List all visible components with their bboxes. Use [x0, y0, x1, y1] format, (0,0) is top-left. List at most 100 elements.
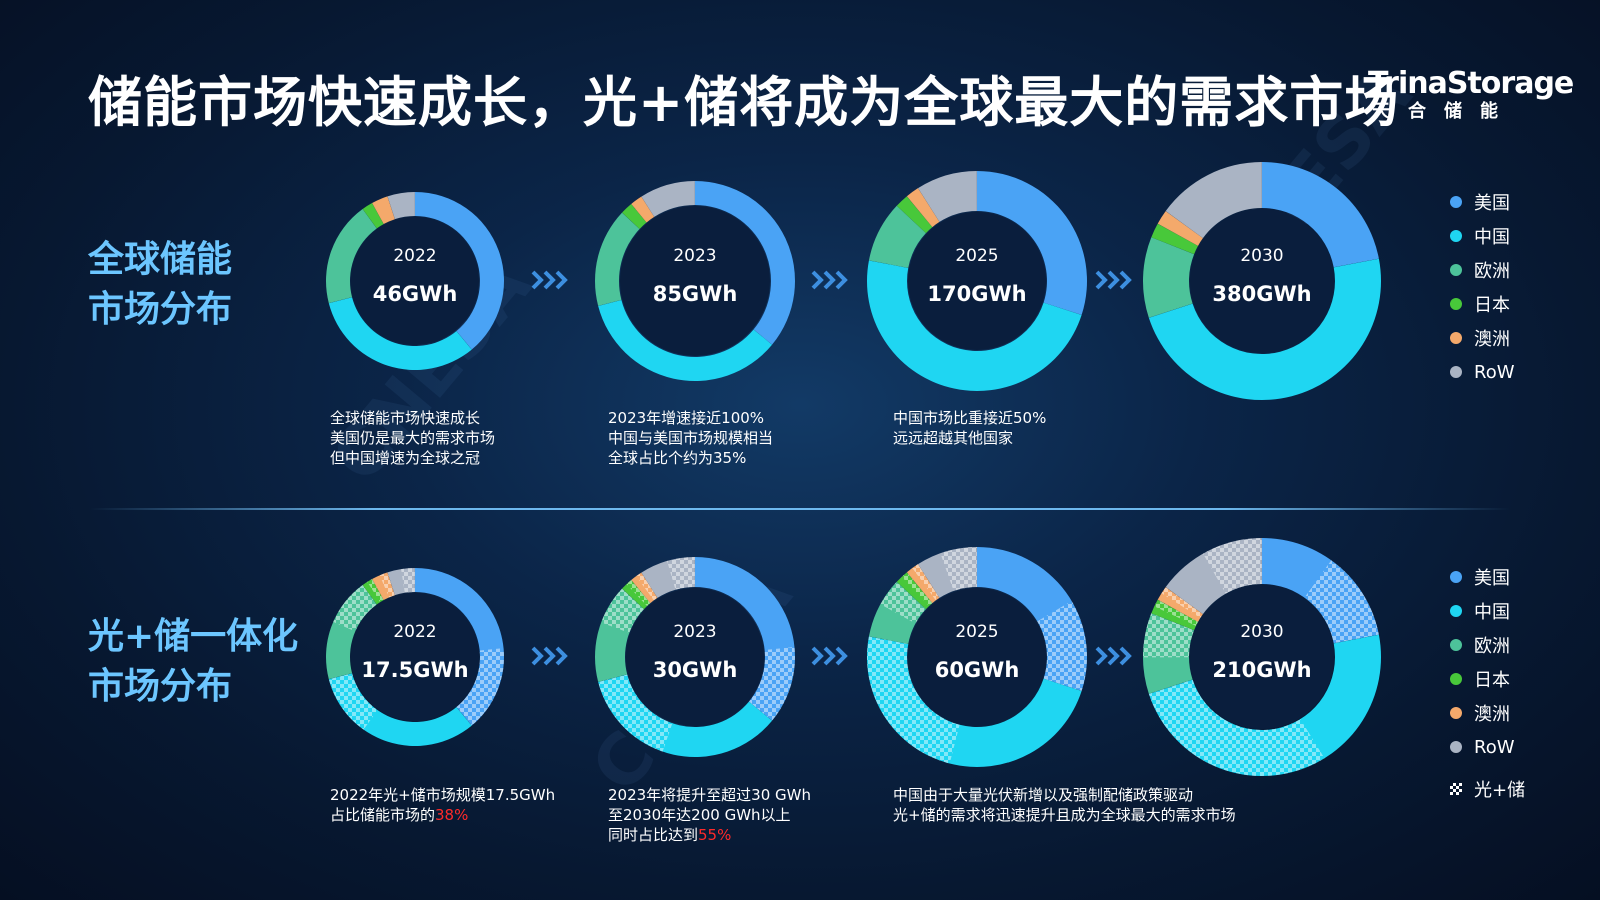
donut-slice-日本 [362, 203, 384, 229]
legend-item: 日本 [1450, 662, 1525, 696]
donut-hole [351, 217, 479, 345]
note-line: 但中国增速为全球之冠 [330, 449, 481, 467]
section-divider [90, 508, 1510, 510]
legend-item: 欧洲 [1450, 628, 1525, 662]
legend-swatch [1450, 639, 1462, 651]
pv-overlay-slice [328, 673, 378, 730]
legend-label: 欧洲 [1474, 261, 1510, 282]
donut-hole [1190, 585, 1334, 729]
donut-total-label: 380GWh [1212, 282, 1311, 306]
note-pv-3: 中国由于大量光伏新增以及强制配储政策驱动 光+储的需求将迅速提升且成为全球最大的… [893, 785, 1236, 825]
note-line: 同时占比达到55% [608, 825, 811, 845]
legend-item: 美国 [1450, 560, 1525, 594]
pv-overlay-slice [1203, 538, 1262, 594]
pv-overlay-slice [880, 581, 926, 624]
donut-slice-欧洲 [868, 205, 926, 268]
donut-year-label: 2025 [955, 622, 998, 642]
section-title-line: 市场分布 [88, 289, 233, 330]
donut-slice-澳洲 [906, 188, 940, 228]
section-title-line: 市场分布 [88, 666, 233, 707]
legend-top: 美国 中国 欧洲 日本 澳洲 RoW [1450, 185, 1515, 389]
legend-item: 日本 [1450, 287, 1515, 321]
donut-total-label: 210GWh [1212, 658, 1311, 682]
chevron-right-icon [811, 646, 848, 666]
note-global-3: 中国市场比重接近50% 远远超越其他国家 [893, 408, 1046, 448]
pv-overlay-slice [598, 674, 673, 752]
donut-slice-RoW [641, 181, 695, 217]
donut-slice-日本 [622, 204, 647, 229]
donut-year-label: 2030 [1240, 246, 1283, 266]
legend-label: 光+储 [1474, 780, 1526, 801]
donut-total-label: 17.5GWh [361, 658, 468, 682]
pv-overlay-slice [636, 572, 658, 601]
note-pv-1: 2022年光+储市场规模17.5GWh 占比储能市场的38% [330, 785, 555, 825]
legend-swatch [1450, 707, 1462, 719]
legend-label: 澳洲 [1474, 704, 1510, 725]
note-line: 全球占比个约为35% [608, 449, 747, 467]
donut-slice-美国 [695, 181, 796, 345]
highlight-value: 38% [435, 806, 469, 824]
donut-slice-美国 [415, 192, 505, 350]
pv-overlay-slice [1304, 560, 1379, 644]
legend-label: RoW [1474, 736, 1515, 758]
donut-slice-美国 [1262, 162, 1379, 268]
logo-sub-text: 天合储能 [1372, 101, 1516, 122]
legend-bottom: 美国 中国 欧洲 日本 澳洲 RoW 光+储 [1450, 560, 1525, 806]
section-title-line: 光+储一体化 [88, 616, 299, 657]
note-line: 远远超越其他国家 [893, 429, 1014, 447]
pv-overlay-slice [667, 557, 695, 590]
donut-year-label: 2030 [1240, 622, 1283, 642]
section-title-pv: 光+储一体化 市场分布 [88, 612, 298, 712]
pv-overlay-slice [748, 646, 796, 721]
pv-overlay-slice [912, 564, 940, 601]
pv-overlay-slice [367, 579, 384, 603]
legend-swatch [1450, 741, 1462, 753]
pv-overlay-slice [1161, 587, 1203, 618]
pattern-swatch-icon [1450, 783, 1462, 795]
donut-slice-中国 [1148, 258, 1382, 401]
chevron-right-icon [811, 270, 848, 290]
legend-swatch [1450, 366, 1462, 378]
chevron-right-icon [531, 270, 568, 290]
donut-slice-日本 [896, 196, 933, 234]
donut-year-label: 2023 [673, 246, 716, 266]
note-line: 中国市场比重接近50% [893, 409, 1047, 427]
donut-slice-中国 [867, 260, 1082, 391]
legend-label: 日本 [1474, 295, 1510, 316]
legend-swatch [1450, 673, 1462, 685]
legend-item: 美国 [1450, 185, 1515, 219]
pv-overlay-slice [940, 547, 977, 591]
donut-slice-澳洲 [631, 196, 655, 223]
pv-overlay-slice [867, 636, 960, 764]
chevron-right-icon [531, 646, 568, 666]
legend-label: 美国 [1474, 193, 1510, 214]
page-title: 储能市场快速成长，光+储将成为全球最大的需求市场 [88, 71, 1400, 134]
donut-hole [1190, 209, 1334, 353]
donut-slice-中国 [328, 297, 472, 371]
pv-overlay-slice [333, 585, 377, 632]
note-global-1: 全球储能市场快速成长 美国仍是最大的需求市场 但中国增速为全球之冠 [330, 408, 495, 468]
donut-total-label: 170GWh [927, 282, 1026, 306]
donut-total-label: 60GWh [935, 658, 1020, 682]
legend-item: 光+储 [1450, 772, 1525, 806]
note-text: 占比储能市场的 [330, 806, 436, 824]
legend-label: 欧洲 [1474, 636, 1510, 657]
chevron-right-icon [1095, 270, 1132, 290]
note-line: 2022年光+储市场规模17.5GWh [330, 786, 556, 804]
pv-overlay-slice [1148, 679, 1325, 777]
pv-overlay-slice [626, 580, 651, 606]
legend-item: 中国 [1450, 219, 1515, 253]
donut-total-label: 85GWh [653, 282, 738, 306]
section-title-global: 全球储能 市场分布 [88, 235, 232, 335]
donut-hole [620, 206, 770, 356]
donut-hole [908, 588, 1046, 726]
donut-year-label: 2022 [393, 622, 436, 642]
legend-swatch [1450, 332, 1462, 344]
legend-label: 澳洲 [1474, 329, 1510, 350]
donut-slice-中国 [598, 299, 773, 381]
pv-overlay-slice [1143, 613, 1195, 658]
pv-overlay-slice [456, 648, 504, 726]
donut-year-label: 2025 [955, 246, 998, 266]
note-line: 光+储的需求将迅速提升且成为全球最大的需求市场 [893, 806, 1236, 824]
